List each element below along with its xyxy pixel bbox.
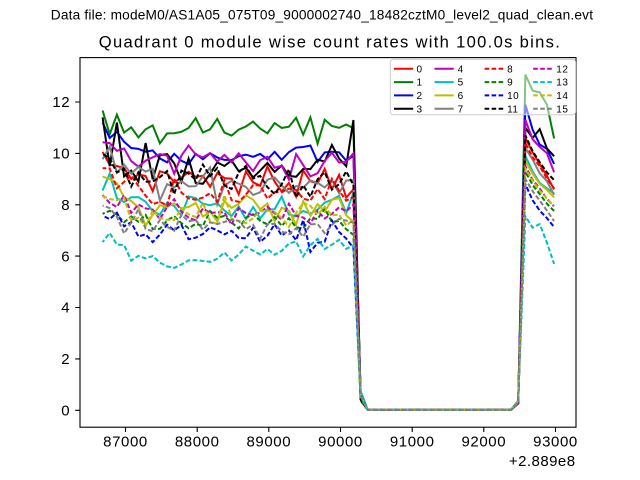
svg-text:14: 14 [556,91,568,102]
svg-text:11: 11 [507,104,518,115]
svg-text:1: 1 [417,78,423,89]
svg-text:4: 4 [458,64,464,75]
svg-text:90000: 90000 [318,434,363,451]
svg-text:8: 8 [507,64,513,75]
svg-text:15: 15 [556,104,568,115]
svg-text:+2.889e8: +2.889e8 [509,453,576,470]
svg-text:5: 5 [458,78,464,89]
svg-text:0: 0 [417,64,423,75]
svg-text:9: 9 [507,78,513,89]
svg-text:93000: 93000 [533,434,578,451]
svg-text:12: 12 [52,94,70,111]
svg-text:92000: 92000 [461,434,506,451]
svg-text:0: 0 [61,403,70,420]
svg-text:4: 4 [61,300,70,317]
svg-text:10: 10 [507,91,519,102]
svg-text:7: 7 [458,104,464,115]
svg-text:91000: 91000 [390,434,435,451]
svg-text:6: 6 [61,248,70,265]
svg-text:89000: 89000 [246,434,291,451]
svg-text:12: 12 [556,64,568,75]
svg-text:88000: 88000 [175,434,220,451]
svg-text:6: 6 [458,91,464,102]
svg-text:87000: 87000 [103,434,148,451]
svg-text:3: 3 [417,104,423,115]
svg-text:2: 2 [417,91,423,102]
svg-text:13: 13 [556,78,568,89]
svg-text:8: 8 [61,197,70,214]
svg-text:2: 2 [61,351,70,368]
svg-text:Data file: modeM0/AS1A05_075T0: Data file: modeM0/AS1A05_075T09_90000027… [51,8,593,23]
svg-text:10: 10 [52,146,70,163]
svg-text:Quadrant 0 module wise count r: Quadrant 0 module wise count rates with … [99,33,561,52]
